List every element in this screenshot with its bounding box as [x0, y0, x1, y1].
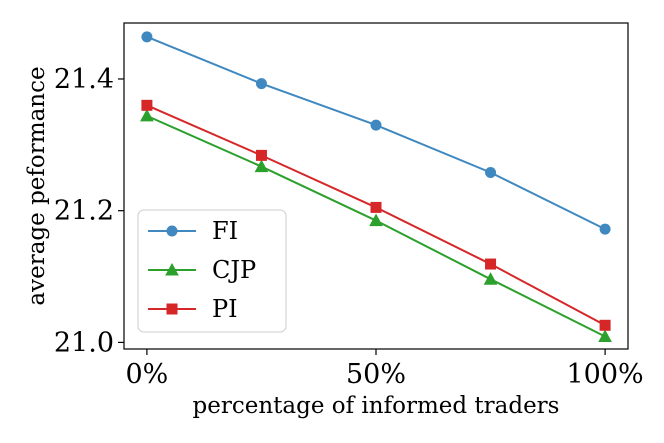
ticks-layer: 0% 50% 100% 21.0 21.2 21.4 [54, 64, 644, 390]
legend: FI CJP PI [137, 209, 287, 333]
data-point-pi [599, 319, 611, 331]
data-point-pi [255, 149, 267, 161]
data-point-fi [255, 78, 267, 90]
series-layer [140, 31, 612, 342]
legend-item-pi: PI [148, 295, 238, 323]
data-point-pi [141, 99, 153, 111]
x-axis-title: percentage of informed traders [193, 393, 560, 419]
series-line-fi [146, 35, 606, 231]
legend-item-cjp: CJP [148, 256, 256, 284]
x-tick-label: 50% [346, 359, 406, 390]
legend-marker-fi [166, 225, 178, 237]
x-tick-label: 100% [566, 359, 643, 390]
data-point-fi [370, 119, 382, 131]
data-point-fi [599, 223, 611, 235]
legend-label-pi: PI [212, 295, 238, 323]
legend-label-cjp: CJP [212, 256, 256, 284]
y-axis-title: average peformance [24, 66, 50, 305]
series-cjp [140, 108, 612, 342]
x-tick-label: 0% [125, 359, 168, 390]
series-pi [141, 99, 611, 331]
data-point-cjp [483, 272, 498, 285]
data-point-cjp [254, 159, 269, 173]
data-point-cjp [598, 329, 612, 342]
data-point-fi [141, 31, 153, 43]
legend-label-fi: FI [212, 217, 238, 245]
data-point-cjp [140, 108, 154, 122]
y-tick-label: 21.0 [54, 327, 114, 358]
legend-marker-pi [166, 303, 178, 315]
legend-box [137, 209, 287, 333]
data-point-pi [370, 201, 382, 213]
legend-marker-cjp [165, 262, 179, 276]
y-tick-label: 21.2 [54, 196, 114, 227]
data-point-fi [485, 166, 497, 178]
data-point-pi [485, 258, 497, 270]
legend-item-fi: FI [148, 217, 238, 245]
y-tick-label: 21.4 [54, 64, 114, 95]
series-fi [141, 31, 611, 235]
data-point-cjp [369, 213, 383, 227]
